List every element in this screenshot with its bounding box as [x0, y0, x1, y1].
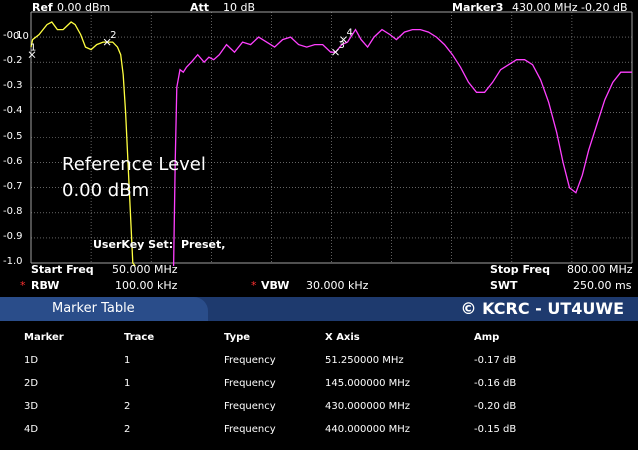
- ref-label: Ref: [32, 1, 53, 14]
- table-row[interactable]: 2D 1 Frequency 145.000000 MHz -0.16 dB: [0, 372, 614, 395]
- swt-value: 250.00 ms: [573, 279, 632, 292]
- cell-amp: -0.20 dB: [474, 401, 517, 412]
- att-value: 10 dB: [223, 1, 256, 14]
- spectrum-plot: 1 2 34: [28, 11, 633, 267]
- y-axis-label: -0.3: [3, 80, 23, 92]
- y-axis-label: -0.1: [3, 30, 23, 42]
- y-axis-label: -0.4: [3, 105, 23, 117]
- col-x-axis: X Axis: [325, 332, 360, 343]
- col-amp: Amp: [474, 332, 500, 343]
- rbw-value: 100.00 kHz: [115, 279, 178, 292]
- y-axis-label: -0.2: [3, 55, 23, 67]
- cell-x-axis: 51.250000 MHz: [325, 355, 404, 366]
- marker-table-header-row: Marker Trace Type X Axis Amp: [0, 326, 614, 349]
- rbw-asterisk: *: [20, 279, 26, 292]
- cell-trace: 1: [124, 378, 131, 389]
- y-axis-label: -0.7: [3, 180, 23, 192]
- userkey-value: Preset,: [181, 238, 226, 251]
- marker-tag-1: 1: [30, 43, 36, 54]
- swt-label: SWT: [490, 279, 518, 292]
- vbw-value: 30.000 kHz: [306, 279, 369, 292]
- trace-1: [30, 21, 136, 267]
- vbw-asterisk: *: [251, 279, 257, 292]
- ref-level-title: Reference Level: [62, 154, 206, 175]
- y-axis-label: -0.6: [3, 155, 23, 167]
- cell-x-axis: 430.000000 MHz: [325, 401, 411, 412]
- copyright-text: © KCRC - UT4UWE: [460, 299, 624, 318]
- marker-point[interactable]: [340, 36, 347, 43]
- cell-trace: 2: [124, 401, 131, 412]
- active-marker-value: 430.00 MHz -0.20 dB: [512, 1, 628, 14]
- cell-type: Frequency: [224, 424, 276, 435]
- marker-tag-4: 4: [347, 28, 353, 39]
- stop-freq-value: 800.00 MHz: [567, 263, 633, 276]
- col-type: Type: [224, 332, 251, 343]
- cell-x-axis: 145.000000 MHz: [325, 378, 411, 389]
- y-axis-label: -0.5: [3, 130, 23, 142]
- active-marker-label: Marker3: [452, 1, 504, 14]
- col-trace: Trace: [124, 332, 155, 343]
- marker-point[interactable]: [28, 51, 36, 59]
- att-label: Att: [190, 1, 210, 14]
- userkey-label: UserKey Set:: [93, 238, 174, 251]
- plot-grid: [30, 11, 633, 264]
- y-axis-label: -0.8: [3, 205, 23, 217]
- cell-amp: -0.15 dB: [474, 424, 517, 435]
- marker-table-tab[interactable]: Marker Table: [0, 297, 208, 321]
- marker-table-bar: Marker Table © KCRC - UT4UWE: [0, 297, 638, 321]
- y-axis-label: -0.9: [3, 230, 23, 242]
- rbw-label: RBW: [31, 279, 60, 292]
- cell-type: Frequency: [224, 355, 276, 366]
- cell-amp: -0.16 dB: [474, 378, 517, 389]
- trace-2: [172, 28, 632, 267]
- cell-amp: -0.17 dB: [474, 355, 517, 366]
- table-row[interactable]: 1D 1 Frequency 51.250000 MHz -0.17 dB: [0, 349, 614, 372]
- marker-point[interactable]: [332, 48, 339, 56]
- marker-table: Marker Trace Type X Axis Amp 1D 1 Freque…: [0, 326, 614, 441]
- cell-marker: 2D: [24, 378, 39, 389]
- cell-marker: 4D: [24, 424, 39, 435]
- ref-level-value: 0.00 dBm: [62, 180, 150, 201]
- stop-freq-label: Stop Freq: [490, 263, 551, 276]
- cell-trace: 2: [124, 424, 131, 435]
- cell-type: Frequency: [224, 378, 276, 389]
- table-row[interactable]: 3D 2 Frequency 430.000000 MHz -0.20 dB: [0, 395, 614, 418]
- marker-group: 1 2 34: [28, 28, 353, 59]
- cell-marker: 1D: [24, 355, 39, 366]
- vbw-label: VBW: [261, 279, 290, 292]
- cell-type: Frequency: [224, 401, 276, 412]
- table-row[interactable]: 4D 2 Frequency 440.000000 MHz -0.15 dB: [0, 418, 614, 441]
- cell-trace: 1: [124, 355, 131, 366]
- ref-value: 0.00 dBm: [57, 1, 111, 14]
- y-axis-label: 0.0: [13, 31, 29, 42]
- start-freq-value: 50.000 MHz: [112, 263, 178, 276]
- marker-tag-2: 2: [110, 30, 116, 41]
- start-freq-label: Start Freq: [31, 263, 94, 276]
- cell-marker: 3D: [24, 401, 39, 412]
- cell-x-axis: 440.000000 MHz: [325, 424, 411, 435]
- marker-table-title: Marker Table: [52, 301, 135, 316]
- marker-tag-3: 3: [339, 40, 345, 51]
- col-marker: Marker: [24, 332, 64, 343]
- marker-point[interactable]: [103, 38, 111, 46]
- y-axis-label: -1.0: [3, 256, 23, 267]
